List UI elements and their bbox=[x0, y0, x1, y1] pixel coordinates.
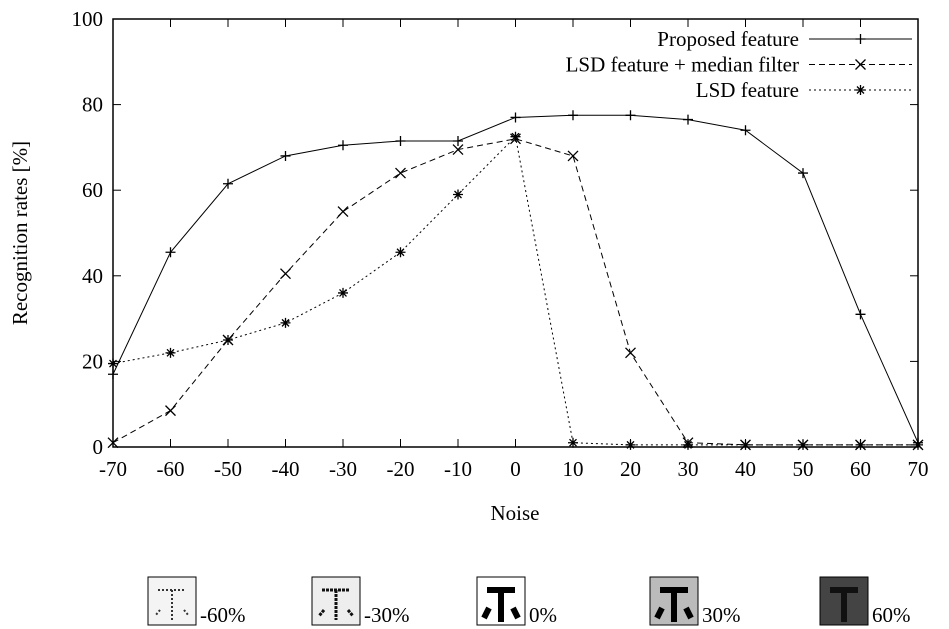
x-tick-label: -20 bbox=[387, 457, 415, 481]
y-tick-label: 20 bbox=[82, 349, 103, 373]
thumbnail-label: 60% bbox=[872, 603, 911, 627]
x-tick-label: -30 bbox=[329, 457, 357, 481]
data-point bbox=[166, 348, 176, 358]
x-tick-label: -70 bbox=[99, 457, 127, 481]
data-point bbox=[396, 136, 406, 146]
data-point bbox=[453, 136, 463, 146]
data-point bbox=[913, 440, 923, 450]
data-point bbox=[568, 438, 578, 448]
data-point bbox=[453, 189, 463, 199]
thumbnail bbox=[148, 577, 196, 625]
data-point bbox=[856, 309, 866, 319]
x-tick-label: -60 bbox=[157, 457, 185, 481]
y-tick-label: 0 bbox=[93, 435, 104, 459]
y-tick-label: 80 bbox=[82, 93, 103, 117]
thumbnail-label: 30% bbox=[702, 603, 741, 627]
data-point bbox=[281, 318, 291, 328]
data-point bbox=[338, 288, 348, 298]
data-point bbox=[396, 168, 406, 178]
data-point bbox=[281, 269, 291, 279]
data-point bbox=[798, 168, 808, 178]
x-tick-label: 20 bbox=[620, 457, 641, 481]
x-tick-label: 30 bbox=[678, 457, 699, 481]
x-axis-label: Noise bbox=[491, 501, 540, 525]
data-point bbox=[626, 110, 636, 120]
series-line bbox=[113, 115, 918, 442]
y-tick-label: 60 bbox=[82, 178, 103, 202]
data-point bbox=[281, 151, 291, 161]
data-point bbox=[108, 369, 118, 379]
y-tick-label: 100 bbox=[72, 7, 104, 31]
data-point bbox=[511, 112, 521, 122]
data-point bbox=[511, 132, 521, 142]
data-point bbox=[568, 151, 578, 161]
data-point bbox=[683, 440, 693, 450]
chart: Noise Recognition rates [%] 020406080100… bbox=[0, 0, 949, 629]
legend-label: Proposed feature bbox=[657, 27, 799, 51]
x-tick-label: 0 bbox=[510, 457, 521, 481]
legend-marker bbox=[856, 34, 866, 44]
legend-label: LSD feature + median filter bbox=[566, 53, 799, 77]
thumbnail-label: -60% bbox=[200, 603, 246, 627]
thumbnail-label: -30% bbox=[364, 603, 410, 627]
data-point bbox=[568, 110, 578, 120]
data-point bbox=[741, 440, 751, 450]
legend-label: LSD feature bbox=[696, 78, 799, 102]
y-axis-label: Recognition rates [%] bbox=[8, 141, 32, 325]
data-point bbox=[338, 140, 348, 150]
data-point bbox=[798, 440, 808, 450]
legend-marker bbox=[856, 85, 866, 95]
x-tick-label: 50 bbox=[793, 457, 814, 481]
x-tick-label: 10 bbox=[563, 457, 584, 481]
data-point bbox=[856, 440, 866, 450]
series-line bbox=[113, 139, 918, 445]
data-point bbox=[223, 335, 233, 345]
x-tick-label: 40 bbox=[735, 457, 756, 481]
series-line bbox=[113, 137, 918, 445]
data-point bbox=[741, 125, 751, 135]
x-tick-label: 70 bbox=[908, 457, 929, 481]
y-tick-label: 40 bbox=[82, 264, 103, 288]
x-tick-label: 60 bbox=[850, 457, 871, 481]
x-tick-label: -50 bbox=[214, 457, 242, 481]
data-point bbox=[166, 406, 176, 416]
data-point bbox=[626, 440, 636, 450]
x-tick-label: -10 bbox=[444, 457, 472, 481]
x-tick-label: -40 bbox=[272, 457, 300, 481]
noise-thumbnails bbox=[148, 577, 868, 625]
data-point bbox=[683, 115, 693, 125]
data-point bbox=[396, 247, 406, 257]
data-point bbox=[626, 348, 636, 358]
data-point bbox=[108, 359, 118, 369]
thumbnail-label: 0% bbox=[529, 603, 557, 627]
data-point bbox=[453, 145, 463, 155]
data-point bbox=[338, 207, 348, 217]
